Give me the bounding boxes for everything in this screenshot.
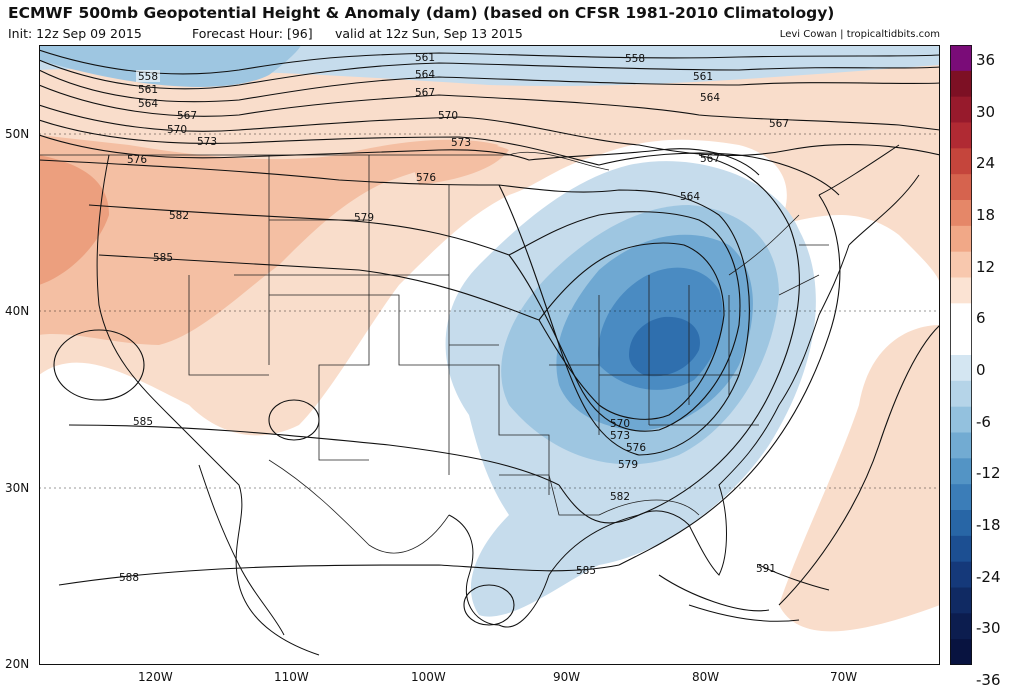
colorbar-cell [950, 639, 972, 665]
colorbar-cell [950, 510, 972, 537]
map-title: ECMWF 500mb Geopotential Height & Anomal… [8, 4, 835, 22]
map-panel: 558 561 564 567 570 573 576 582 585 585 … [39, 45, 940, 665]
lat-label-40n: 40N [5, 304, 30, 318]
contour-label-567-west: 567 [177, 110, 197, 122]
forecast-hour: Forecast Hour: [96] [192, 26, 313, 41]
grid [39, 133, 940, 489]
contour-label-591: 591 [756, 563, 776, 575]
contour-label-558-west: 558 [138, 71, 158, 83]
lat-label-50n: 50N [5, 127, 30, 141]
lon-label-100w: 100W [411, 670, 446, 684]
colorbar-cell [950, 484, 972, 511]
contour-label-585-gulf: 585 [576, 565, 596, 577]
colorbar-cell [950, 406, 972, 433]
lat-label-20n: 20N [5, 657, 30, 671]
colorbar-cell [950, 70, 972, 98]
contour-label-588: 588 [119, 572, 139, 584]
height-contours [39, 49, 940, 626]
colorbar-label: 6 [976, 309, 986, 328]
colorbar-cell [950, 355, 972, 382]
colorbar-cell [950, 303, 972, 330]
colorbar-cell [950, 122, 972, 149]
contour-label-579-north: 579 [354, 212, 374, 224]
colorbar-label: -18 [976, 516, 1001, 534]
contour-label-558-east: 558 [625, 53, 645, 65]
colorbar-cell [950, 380, 972, 408]
contour-label-570-west: 570 [167, 124, 187, 136]
colorbar-label: 18 [976, 206, 996, 224]
contour-label-582-trough: 582 [610, 491, 630, 503]
contour-label-576-west: 576 [127, 154, 147, 166]
lon-label-120w: 120W [138, 670, 173, 684]
negative-anomaly-shading [445, 161, 816, 617]
contour-label-573-west: 573 [197, 136, 217, 148]
contour-label-576-north: 576 [416, 172, 436, 184]
contour-label-561-west: 561 [138, 84, 158, 96]
contour-label-573-trough: 573 [610, 430, 630, 442]
colorbar-cell [950, 251, 972, 278]
contour-label-579-trough: 579 [618, 459, 638, 471]
political-borders [39, 151, 829, 554]
colorbar-cell [950, 148, 972, 175]
contour-label-564-west: 564 [138, 98, 158, 110]
contour-label-585-west: 585 [153, 252, 173, 264]
map-frame [39, 45, 940, 665]
contour-label-564-north: 564 [415, 69, 435, 81]
colorbar-cell [950, 200, 972, 227]
colorbar-label: 30 [976, 102, 996, 121]
colorbar-cell [950, 432, 972, 459]
contour-label-573-north: 573 [451, 137, 471, 149]
coastlines [96, 144, 920, 656]
lon-label-110w: 110W [274, 670, 309, 684]
colorbar-cell [950, 277, 972, 304]
colorbar-cell [950, 535, 972, 563]
colorbar-cell [950, 96, 972, 123]
contour-label-564-trough: 564 [680, 191, 700, 203]
colorbar-cell [950, 45, 972, 72]
colorbar-cell [950, 458, 972, 485]
contour-labels: 558 561 564 567 570 573 576 582 585 585 … [119, 52, 789, 584]
lon-label-70w: 70W [830, 670, 858, 684]
colorbar-cell [950, 587, 972, 614]
colorbar-label: -12 [976, 464, 1001, 483]
colorbar-label: -30 [976, 619, 1001, 638]
contour-label-585-south: 585 [133, 416, 153, 428]
anomaly-colorbar [950, 45, 972, 665]
colorbar-cell [950, 613, 972, 640]
contour-label-567-east: 567 [769, 118, 789, 130]
contour-label-567-trough: 567 [700, 153, 720, 165]
arctic-negative-core [39, 45, 301, 87]
lat-label-30n: 30N [5, 481, 30, 495]
valid-time: valid at 12z Sun, Sep 13 2015 [335, 26, 523, 41]
colorbar-cell [950, 174, 972, 201]
contour-label-561-north: 561 [415, 52, 435, 64]
contour-label-570-trough: 570 [610, 418, 630, 430]
contour-label-564-east: 564 [700, 92, 720, 104]
colorbar-label: 36 [976, 51, 996, 69]
colorbar-label: -6 [976, 412, 991, 431]
contour-label-582-west: 582 [169, 210, 189, 222]
colorbar-label: -36 [976, 671, 1001, 689]
colorbar-label: -24 [976, 567, 1001, 586]
colorbar-label: 12 [976, 257, 996, 276]
colorbar-cell [950, 329, 972, 356]
credit: Levi Cowan | tropicaltidbits.com [779, 29, 940, 40]
contour-label-570-north: 570 [438, 110, 458, 122]
colorbar-label: 24 [976, 154, 996, 173]
contour-label-561-east: 561 [693, 71, 713, 83]
colorbar-cell [950, 225, 972, 253]
init-time: Init: 12z Sep 09 2015 [8, 26, 142, 41]
colorbar-cell [950, 561, 972, 588]
contour-label-576-trough: 576 [626, 442, 646, 454]
lon-label-80w: 80W [692, 670, 720, 684]
colorbar-label: 0 [976, 361, 986, 379]
contour-label-567-north: 567 [415, 87, 435, 99]
lon-label-90w: 90W [553, 670, 581, 684]
